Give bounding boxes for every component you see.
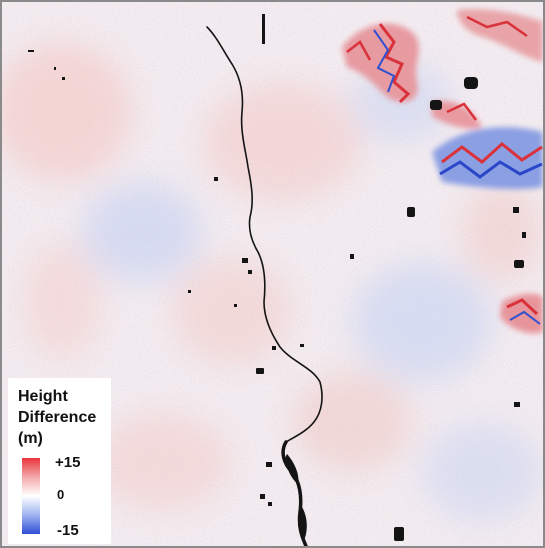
colorbar-max-label: +15 (55, 454, 81, 471)
colorbar-mid-label: 0 (57, 487, 65, 502)
hill-area-top-right (342, 9, 543, 334)
water-bodies (28, 14, 526, 541)
colorbar-min-label: -15 (57, 522, 79, 539)
legend-title: Height Difference (m) (18, 388, 97, 447)
map-legend: Height Difference (m) +15 0 -15 (8, 378, 111, 544)
colorbar (22, 458, 40, 534)
